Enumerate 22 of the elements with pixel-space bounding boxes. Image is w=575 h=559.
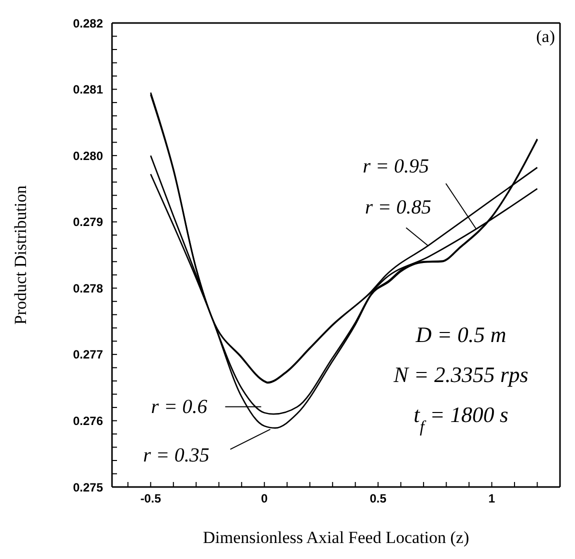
- x-tick-label: 0: [261, 492, 268, 506]
- y-tick-label: 0.279: [72, 215, 104, 230]
- annotation: r = 0.6: [151, 396, 208, 418]
- y-tick-label: 0.278: [72, 281, 104, 296]
- y-tick-label: 0.276: [72, 414, 104, 428]
- y-tick-label: 0.280: [72, 148, 104, 163]
- x-tick-label: 0.5: [370, 492, 387, 506]
- annotation: (a): [536, 27, 555, 46]
- annotation: r = 0.95: [362, 155, 429, 178]
- annotation: t$_{f}$ = 1800 s: [414, 402, 508, 436]
- y-axis-title: Product Distribution: [11, 184, 30, 325]
- y-tick-label: 0.282: [72, 16, 104, 30]
- y-tick-label: 0.281: [72, 82, 104, 97]
- y-tick-label: 0.275: [72, 480, 104, 494]
- x-tick-label: 1: [488, 492, 496, 506]
- annotation: r = 0.85: [364, 196, 432, 219]
- annotation: r = 0.35: [143, 444, 210, 466]
- annotation: D = 0.5 m: [414, 322, 506, 347]
- y-tick-label: 0.277: [72, 348, 104, 362]
- annotation: N = 2.3355 rps: [392, 362, 528, 387]
- x-tick-label: -0.5: [140, 492, 162, 506]
- x-axis-title: Dimensionless Axial Feed Location (z): [202, 528, 470, 547]
